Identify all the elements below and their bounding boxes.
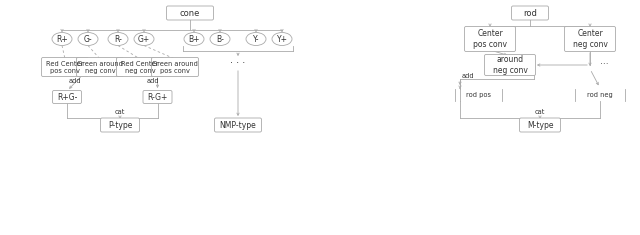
Text: G-: G- <box>84 35 92 43</box>
FancyBboxPatch shape <box>564 27 616 51</box>
Text: ...: ... <box>600 56 608 66</box>
FancyBboxPatch shape <box>520 118 561 132</box>
Ellipse shape <box>210 32 230 46</box>
Text: P-type: P-type <box>108 121 132 129</box>
Text: Y+: Y+ <box>276 35 287 43</box>
Text: Y-: Y- <box>253 35 259 43</box>
Ellipse shape <box>246 32 266 46</box>
FancyBboxPatch shape <box>100 118 140 132</box>
Text: Green around
neg conv: Green around neg conv <box>77 60 123 74</box>
Text: add: add <box>68 78 81 84</box>
Ellipse shape <box>108 32 128 46</box>
Text: rod pos: rod pos <box>465 92 490 98</box>
Ellipse shape <box>78 32 98 46</box>
Text: Red Center
pos conv: Red Center pos conv <box>46 60 84 74</box>
Text: · · ·: · · · <box>230 58 246 68</box>
Text: NMP-type: NMP-type <box>220 121 257 129</box>
Text: around
neg conv: around neg conv <box>493 55 527 75</box>
Text: R-G+: R-G+ <box>147 93 168 102</box>
FancyBboxPatch shape <box>511 6 548 20</box>
Text: R-: R- <box>114 35 122 43</box>
Text: M-type: M-type <box>527 121 553 129</box>
Ellipse shape <box>184 32 204 46</box>
Text: cone: cone <box>180 8 200 17</box>
Text: cat: cat <box>535 109 545 115</box>
Text: Red Center
neg conv: Red Center neg conv <box>122 60 159 74</box>
FancyBboxPatch shape <box>214 118 262 132</box>
FancyBboxPatch shape <box>116 58 163 77</box>
Text: B-: B- <box>216 35 224 43</box>
FancyBboxPatch shape <box>465 27 515 51</box>
Text: B+: B+ <box>188 35 200 43</box>
Text: rod neg: rod neg <box>587 92 613 98</box>
Text: R+G-: R+G- <box>57 93 77 102</box>
FancyBboxPatch shape <box>143 90 172 103</box>
FancyBboxPatch shape <box>52 90 81 103</box>
Ellipse shape <box>52 32 72 46</box>
Text: cat: cat <box>115 109 125 115</box>
Text: add: add <box>146 78 159 84</box>
Text: G+: G+ <box>138 35 150 43</box>
Text: rod: rod <box>523 8 537 17</box>
Ellipse shape <box>134 32 154 46</box>
Ellipse shape <box>272 32 292 46</box>
FancyBboxPatch shape <box>484 55 536 75</box>
Text: Center
pos conv: Center pos conv <box>473 29 507 49</box>
FancyBboxPatch shape <box>166 6 214 20</box>
FancyBboxPatch shape <box>152 58 198 77</box>
Text: add: add <box>462 73 475 79</box>
FancyBboxPatch shape <box>77 58 124 77</box>
FancyBboxPatch shape <box>42 58 88 77</box>
Text: Center
neg conv: Center neg conv <box>573 29 607 49</box>
Text: R+: R+ <box>56 35 68 43</box>
Text: Green around
pos conv: Green around pos conv <box>152 60 198 74</box>
